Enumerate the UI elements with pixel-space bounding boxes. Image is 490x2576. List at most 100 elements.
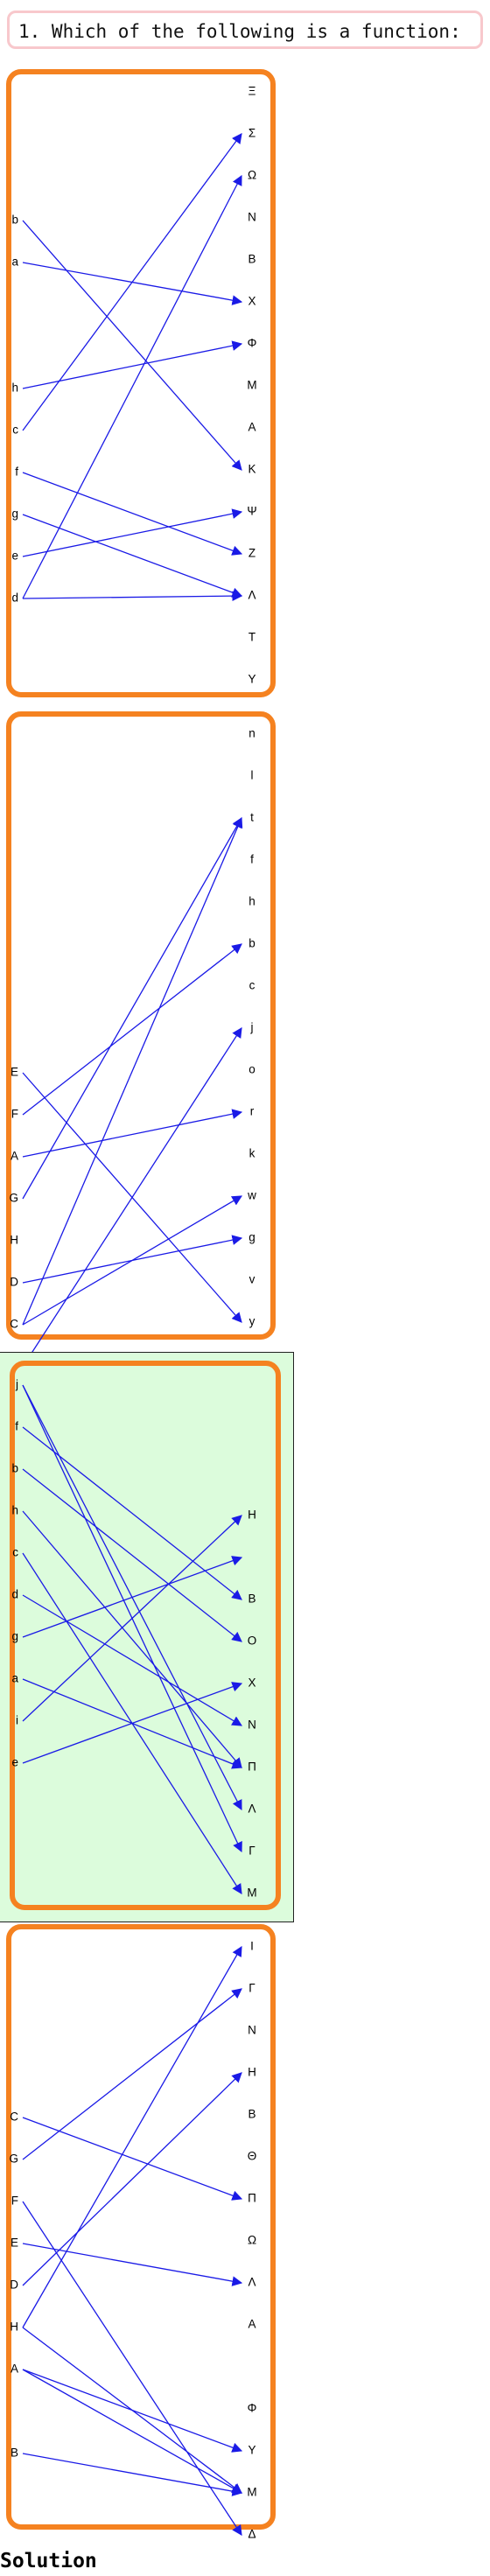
domain-label: F	[11, 2194, 18, 2208]
codomain-label: c	[249, 979, 256, 992]
domain-label: i	[16, 1714, 18, 1727]
codomain-label: v	[249, 1273, 256, 1286]
mapping-arrow	[22, 514, 243, 598]
mapping-arrow	[22, 1027, 242, 1368]
domain-label: G	[9, 1192, 18, 1205]
mapping-arrow	[22, 340, 243, 389]
solution-heading: Solution	[0, 2550, 97, 2572]
codomain-label: Φ	[248, 337, 257, 350]
codomain-label: Δ	[248, 2528, 256, 2541]
mapping-arrow	[22, 2369, 243, 2453]
mapping-arrow	[22, 1510, 242, 1768]
domain-label: E	[10, 1066, 18, 1079]
mapping-arrow	[22, 1109, 243, 1158]
mapping-diagram-1: b a h c f g e d Ξ Σ Ω N B X Φ M A K Ψ Z Λ T Y	[6, 69, 276, 697]
mapping-diagram-2: EFAGHDCBnltfhbcjorkwgvy	[6, 711, 276, 1373]
option-card-border	[10, 1361, 281, 1910]
codomain-label: t	[250, 811, 254, 824]
codomain-label: f	[250, 853, 254, 866]
domain-label: a	[11, 1672, 18, 1685]
codomain-label: Ψ	[247, 505, 256, 518]
codomain-label: Λ	[248, 589, 256, 602]
mapping-arrow	[22, 1988, 242, 2160]
codomain-label: H	[248, 2066, 256, 2079]
answer-option-2[interactable]: EFAGHDCBnltfhbcjorkwgvy	[0, 710, 293, 1373]
codomain-label: N	[248, 1718, 256, 1732]
answer-option-1[interactable]: b a h c f g e d Ξ Σ Ω N B X Φ M A K Ψ Z Λ T Y	[0, 68, 293, 709]
codomain-label: B	[248, 1592, 256, 1606]
codomain-label: h	[248, 895, 256, 908]
domain-label: E	[10, 2236, 18, 2250]
codomain-label: Σ	[248, 127, 256, 140]
codomain-label: Γ	[248, 1844, 256, 1858]
domain-label: h	[11, 382, 18, 395]
codomain-label: I	[250, 1940, 254, 1953]
codomain-label: Ω	[248, 169, 256, 182]
codomain-label: T	[248, 631, 256, 644]
domain-label: b	[11, 214, 18, 227]
mapping-arrow	[22, 1594, 243, 1726]
mapping-arrow	[22, 220, 242, 471]
answer-option-4[interactable]: C G F E D H A B I Γ N H B Θ Π Ω Λ A Φ Y M Δ	[0, 1923, 293, 2543]
mapping-arrow	[22, 816, 243, 1326]
mapping-arrow	[22, 1556, 243, 1638]
mapping-arrow	[22, 1682, 243, 1764]
mapping-arrow	[22, 2117, 243, 2201]
domain-label: F	[11, 1108, 18, 1121]
codomain-label: Ξ	[248, 85, 256, 98]
question-text: 1. Which of the following is a function:	[18, 21, 461, 42]
domain-label: f	[15, 1420, 18, 1433]
domain-label: A	[10, 2362, 18, 2376]
domain-label: C	[10, 2110, 18, 2124]
mapping-arrow	[22, 2453, 243, 2496]
domain-label: f	[15, 466, 18, 479]
domain-label: C	[10, 1318, 18, 1331]
domain-label: G	[9, 2152, 18, 2166]
domain-label: c	[12, 1546, 18, 1559]
codomain-label: B	[248, 253, 256, 266]
codomain-label: A	[248, 2318, 256, 2331]
codomain-label: b	[248, 937, 256, 950]
codomain-label: N	[248, 2024, 256, 2037]
codomain-label: N	[248, 211, 256, 224]
domain-label: b	[11, 1462, 18, 1475]
codomain-label: X	[248, 1676, 256, 1690]
domain-label: j	[15, 1378, 18, 1391]
codomain-label: X	[248, 295, 256, 308]
option-card-border	[6, 69, 276, 697]
mapping-arrow	[22, 2072, 242, 2286]
domain-label: e	[11, 1756, 18, 1769]
codomain-label: K	[248, 463, 256, 476]
option-card-border	[6, 711, 276, 1340]
domain-label: D	[10, 2278, 18, 2292]
codomain-label: l	[251, 769, 254, 782]
mapping-arrow	[22, 1945, 242, 2328]
domain-label: D	[10, 1276, 18, 1289]
domain-label: e	[11, 550, 18, 563]
domain-label: c	[12, 424, 18, 437]
mapping-diagram-3: j f b h c d g a i e H B O X N Π Λ Γ M	[10, 1361, 281, 1910]
codomain-label: Π	[248, 2192, 256, 2205]
codomain-label: M	[247, 1886, 256, 1900]
domain-label: h	[11, 1504, 18, 1517]
codomain-label: w	[247, 1189, 256, 1202]
domain-label: H	[10, 2320, 18, 2334]
mapping-arrow	[22, 174, 242, 599]
answer-option-3[interactable]: j f b h c d g a i e H B O X N Π Λ Γ M	[0, 1352, 294, 1922]
mapping-arrow	[22, 1426, 242, 1600]
codomain-label: n	[248, 727, 256, 740]
mapping-diagram-4: C G F E D H A B I Γ N H B Θ Π Ω Λ A Φ Y M Δ	[6, 1924, 276, 2541]
mapping-arrow	[22, 1515, 242, 1722]
codomain-label: j	[250, 1021, 254, 1034]
mapping-arrow	[22, 133, 242, 431]
codomain-label: Π	[248, 1760, 256, 1774]
codomain-label: Θ	[248, 2150, 257, 2163]
mapping-arrow	[22, 816, 242, 1200]
mapping-arrow	[22, 508, 243, 557]
codomain-label: Ω	[248, 2234, 256, 2247]
codomain-label: y	[249, 1315, 256, 1328]
mapping-arrow	[22, 1468, 242, 1642]
mapping-arrow	[22, 1195, 243, 1326]
mapping-arrow	[22, 472, 243, 556]
codomain-label: B	[248, 2108, 256, 2121]
